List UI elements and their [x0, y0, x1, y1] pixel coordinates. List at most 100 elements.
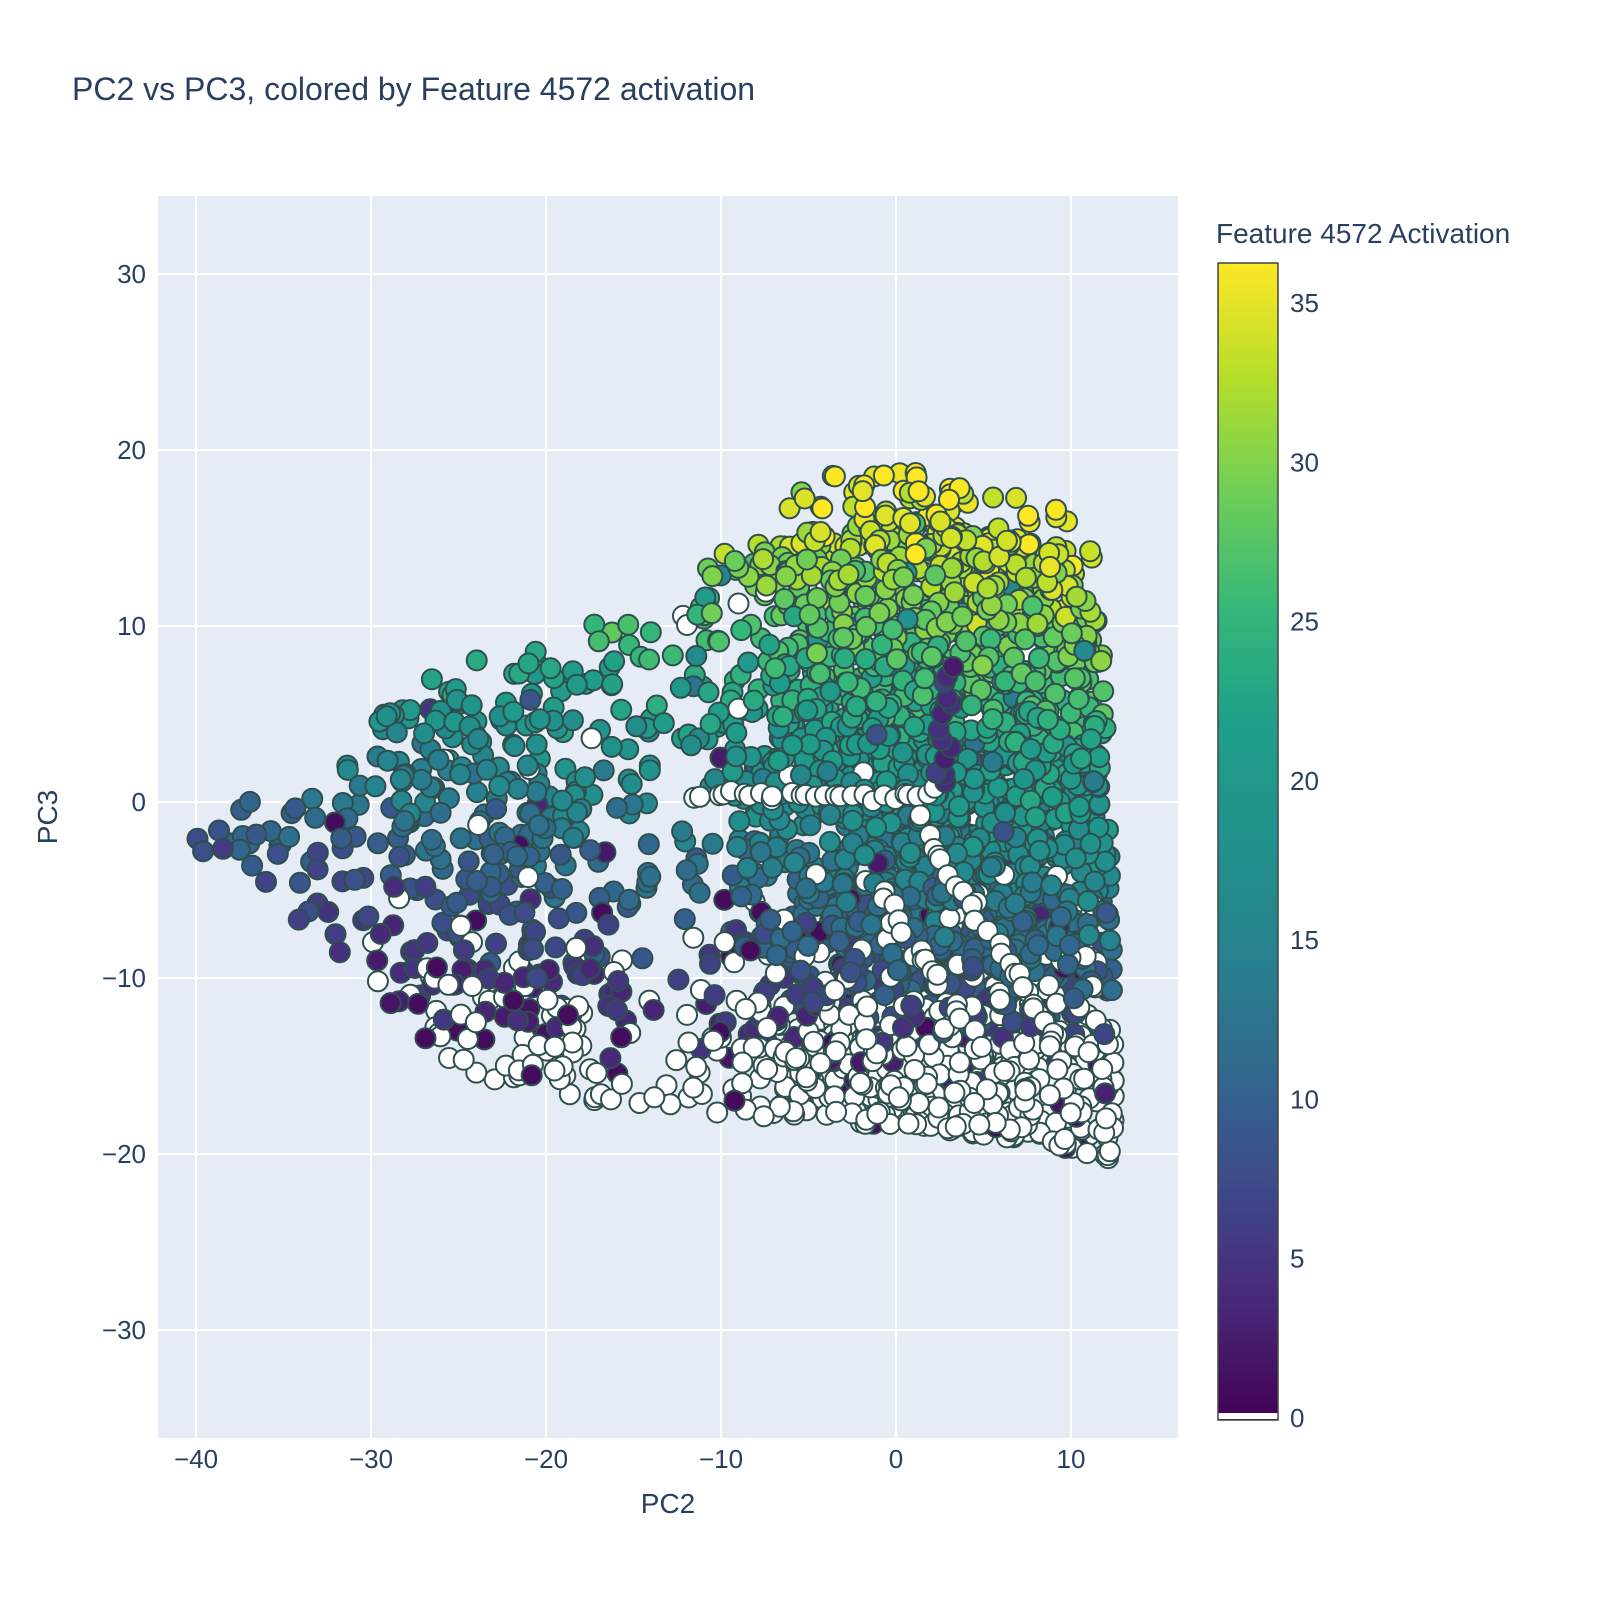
data-point[interactable] — [278, 825, 301, 848]
data-point[interactable] — [449, 827, 472, 850]
data-point[interactable] — [1080, 728, 1102, 751]
data-point[interactable] — [599, 1047, 622, 1070]
data-point[interactable] — [1014, 1079, 1037, 1102]
data-point[interactable] — [768, 1095, 791, 1118]
data-point[interactable] — [701, 565, 724, 588]
data-point[interactable] — [774, 565, 797, 588]
data-point[interactable] — [485, 797, 508, 820]
data-point[interactable] — [502, 989, 525, 1012]
data-point[interactable] — [1057, 953, 1079, 976]
data-point[interactable] — [457, 850, 480, 873]
data-point[interactable] — [899, 512, 922, 535]
data-point[interactable] — [819, 680, 842, 703]
data-point[interactable] — [550, 878, 573, 900]
data-point[interactable] — [574, 766, 596, 789]
data-point[interactable] — [506, 1009, 529, 1032]
data-point[interactable] — [1044, 682, 1067, 705]
data-point[interactable] — [366, 970, 389, 993]
data-point[interactable] — [960, 694, 983, 717]
data-point[interactable] — [835, 891, 858, 914]
data-point[interactable] — [639, 865, 662, 888]
data-point[interactable] — [1062, 987, 1085, 1010]
data-point[interactable] — [726, 835, 749, 858]
data-point[interactable] — [994, 801, 1017, 824]
data-point[interactable] — [366, 949, 389, 972]
data-point[interactable] — [1070, 747, 1093, 770]
data-point[interactable] — [979, 628, 1002, 651]
data-point[interactable] — [938, 907, 961, 930]
data-point[interactable] — [528, 708, 551, 731]
data-point[interactable] — [587, 630, 610, 653]
data-point[interactable] — [828, 930, 851, 953]
data-point[interactable] — [680, 734, 703, 757]
data-point[interactable] — [1078, 924, 1100, 946]
data-point[interactable] — [667, 968, 690, 991]
data-point[interactable] — [1041, 785, 1064, 808]
data-point[interactable] — [728, 810, 751, 833]
data-point[interactable] — [1079, 540, 1102, 563]
data-point[interactable] — [543, 1035, 566, 1058]
data-point[interactable] — [708, 630, 731, 653]
data-point[interactable] — [520, 1064, 543, 1087]
data-point[interactable] — [756, 1058, 779, 1080]
data-point[interactable] — [1024, 806, 1047, 829]
data-point[interactable] — [823, 465, 846, 488]
data-point[interactable] — [357, 905, 380, 928]
data-point[interactable] — [723, 550, 746, 572]
data-point[interactable] — [238, 790, 261, 813]
data-point[interactable] — [525, 780, 548, 803]
data-point[interactable] — [976, 919, 999, 942]
data-point[interactable] — [702, 1029, 725, 1052]
data-point[interactable] — [376, 749, 399, 772]
data-point[interactable] — [742, 1036, 765, 1059]
data-point[interactable] — [336, 758, 359, 781]
data-point[interactable] — [1064, 847, 1087, 870]
data-point[interactable] — [617, 613, 640, 636]
data-point[interactable] — [393, 809, 416, 832]
data-point[interactable] — [940, 527, 963, 549]
data-point[interactable] — [981, 708, 1004, 731]
data-point[interactable] — [549, 843, 572, 866]
data-point[interactable] — [513, 901, 536, 924]
data-point[interactable] — [1079, 832, 1102, 855]
data-point[interactable] — [579, 839, 602, 862]
data-point[interactable] — [688, 881, 711, 904]
data-point[interactable] — [955, 630, 978, 653]
data-point[interactable] — [739, 939, 762, 962]
data-point[interactable] — [652, 712, 675, 735]
data-point[interactable] — [975, 1078, 998, 1101]
data-point[interactable] — [565, 673, 588, 696]
data-point[interactable] — [539, 657, 562, 680]
data-point[interactable] — [673, 908, 696, 931]
data-point[interactable] — [460, 694, 483, 717]
data-point[interactable] — [527, 814, 550, 837]
data-point[interactable] — [364, 775, 387, 798]
data-point[interactable] — [464, 1011, 487, 1034]
data-point[interactable] — [502, 700, 525, 723]
data-point[interactable] — [212, 837, 234, 860]
data-point[interactable] — [980, 856, 1003, 879]
data-point[interactable] — [465, 649, 488, 672]
data-point[interactable] — [245, 823, 268, 846]
data-point[interactable] — [752, 1105, 775, 1128]
data-point[interactable] — [841, 809, 864, 832]
data-point[interactable] — [543, 1059, 566, 1082]
data-point[interactable] — [1073, 639, 1096, 662]
data-point[interactable] — [1082, 770, 1105, 793]
data-point[interactable] — [620, 773, 643, 795]
data-point[interactable] — [809, 521, 832, 543]
data-point[interactable] — [661, 644, 684, 667]
data-point[interactable] — [723, 951, 746, 974]
data-point[interactable] — [1098, 1140, 1121, 1163]
data-point[interactable] — [723, 1089, 746, 1112]
data-point[interactable] — [631, 947, 654, 970]
data-point[interactable] — [445, 891, 468, 914]
data-point[interactable] — [685, 1055, 708, 1078]
data-point[interactable] — [725, 721, 748, 744]
data-point[interactable] — [897, 1112, 920, 1135]
data-point[interactable] — [700, 602, 723, 625]
data-point[interactable] — [525, 733, 548, 756]
data-point[interactable] — [606, 999, 628, 1022]
data-point[interactable] — [618, 888, 641, 911]
data-point[interactable] — [1060, 622, 1083, 645]
